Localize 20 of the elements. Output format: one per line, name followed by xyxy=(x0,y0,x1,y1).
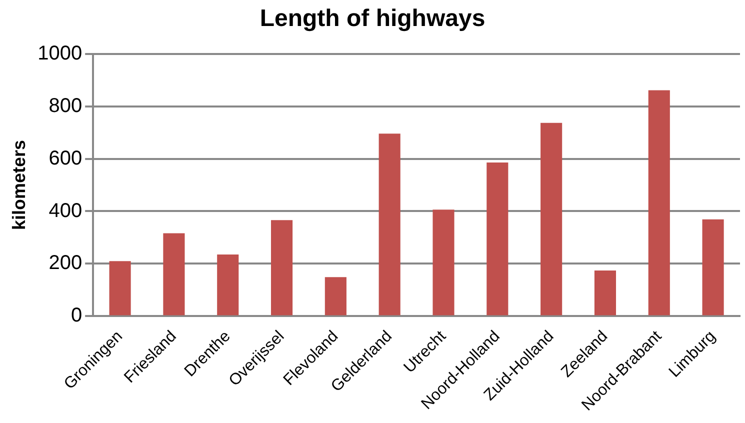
y-tick-label: 600 xyxy=(48,147,82,170)
bar xyxy=(163,233,185,316)
bar xyxy=(432,210,454,316)
bar xyxy=(324,277,346,316)
y-tick-label: 0 xyxy=(70,304,82,327)
y-tick-label: 400 xyxy=(48,200,82,222)
bar xyxy=(594,270,616,316)
y-tick-label: 1000 xyxy=(38,42,82,64)
bar xyxy=(540,122,562,316)
y-axis-title: kilometers xyxy=(8,140,29,230)
bar xyxy=(486,162,508,316)
bar xyxy=(648,90,670,316)
bar xyxy=(217,254,239,316)
bar xyxy=(702,219,724,316)
bar xyxy=(378,134,400,316)
chart-title: Length of highways xyxy=(260,5,486,32)
bar xyxy=(270,220,293,316)
bar xyxy=(109,261,131,316)
y-tick-label: 200 xyxy=(48,252,82,274)
y-tick-label: 800 xyxy=(48,94,82,117)
